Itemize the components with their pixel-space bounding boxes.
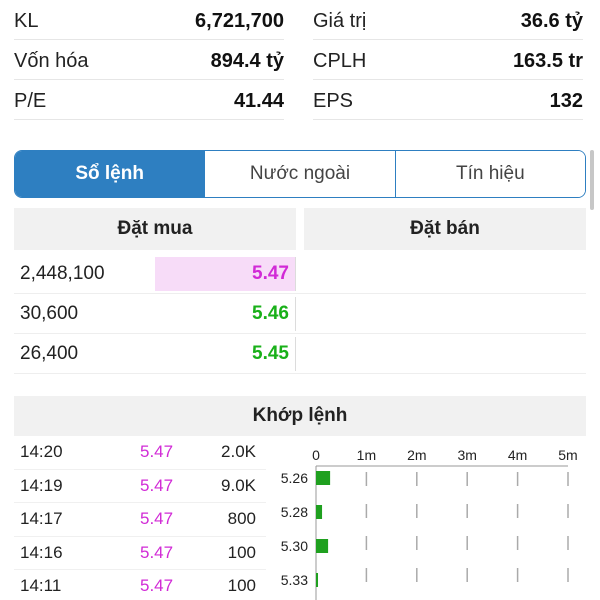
bid-price-cell: 5.45 [155,337,296,371]
x-tick-label: 5m [558,447,577,463]
stat-value: 41.44 [233,90,284,112]
matched-order-row[interactable]: 14:16 5.47 100 [14,537,266,570]
matched-orders-list: 14:20 5.47 2.0K 14:19 5.47 9.0K 14:17 5.… [14,436,266,600]
volume-bar [316,505,323,519]
volume-bar [316,471,331,485]
volume-by-price-chart: 0 1m 2m 3m 4m 5m 5.26 5.28 5.30 5.33 [268,440,588,600]
match-time: 14:11 [20,576,62,596]
matched-order-row[interactable]: 14:17 5.47 800 [14,503,266,537]
match-volume: 2.0K [221,442,256,462]
bid-price: 5.47 [252,263,289,284]
stat-row-kl: KL 6,721,700 [14,0,284,40]
tab-tin-hieu[interactable]: Tín hiệu [395,151,585,197]
segmented-tabs: Sổ lệnh Nước ngoài Tín hiệu [14,150,586,198]
match-volume: 100 [227,576,256,596]
bid-volume: 2,448,100 [20,262,105,284]
match-price: 5.47 [140,542,174,562]
stat-value: 163.5 tr [512,50,583,72]
x-tick-label: 4m [508,447,527,463]
stat-value: 36.6 tỷ [520,10,583,32]
order-book-rows: 2,448,100 5.47 30,600 5.46 26,400 5.45 [14,254,586,374]
bid-price: 5.45 [252,343,289,364]
bid-price: 5.46 [252,303,289,324]
sell-orders-header: Đặt bán [304,208,586,250]
x-tick-label: 3m [457,447,476,463]
stat-label: Giá trị [313,10,367,32]
stat-value: 132 [549,90,583,112]
stat-label: Vốn hóa [14,50,89,72]
matched-order-row[interactable]: 14:19 5.47 9.0K [14,470,266,503]
buy-orders-header: Đặt mua [14,208,296,250]
stat-label: P/E [14,90,47,112]
stat-label: EPS [313,90,354,112]
volume-by-price-svg: 0 1m 2m 3m 4m 5m 5.26 5.28 5.30 5.33 [281,447,578,600]
x-tick-label: 1m [357,447,376,463]
stats-right-column: Giá trị 36.6 tỷ CPLH 163.5 tr EPS 132 [313,0,583,120]
y-tick-label: 5.26 [281,470,308,486]
tab-so-lenh[interactable]: Sổ lệnh [15,151,206,197]
match-volume: 100 [227,542,256,562]
order-book-row[interactable]: 26,400 5.45 [14,334,586,374]
match-volume: 800 [227,509,256,529]
x-tick-label: 2m [407,447,426,463]
match-price: 5.47 [140,576,174,596]
bid-volume-bar [155,257,295,291]
match-price: 5.47 [140,442,174,462]
volume-bar [316,539,329,553]
bid-volume: 26,400 [20,342,79,364]
match-time: 14:20 [20,442,63,462]
y-tick-label: 5.28 [281,504,308,520]
match-time: 14:16 [20,542,63,562]
stat-label: KL [14,10,39,32]
stat-row-pe: P/E 41.44 [14,80,284,120]
tab-nuoc-ngoai[interactable]: Nước ngoài [205,151,396,197]
match-price: 5.47 [140,509,174,529]
bid-price-cell: 5.47 [155,257,296,291]
stat-row-gia-tri: Giá trị 36.6 tỷ [313,0,583,40]
matched-orders-header: Khớp lệnh [14,396,586,436]
bid-price-cell: 5.46 [155,297,296,331]
stat-row-cplh: CPLH 163.5 tr [313,40,583,80]
stat-row-eps: EPS 132 [313,80,583,120]
x-tick-label: 0 [312,447,320,463]
stock-stats: KL 6,721,700 Vốn hóa 894.4 tỷ P/E 41.44 … [0,0,600,128]
stat-row-von-hoa: Vốn hóa 894.4 tỷ [14,40,284,80]
matched-order-row[interactable]: 14:11 5.47 100 [14,570,266,600]
stat-value: 6,721,700 [195,10,284,32]
match-volume: 9.0K [221,475,256,495]
stat-value: 894.4 tỷ [210,50,284,72]
order-book-row[interactable]: 2,448,100 5.47 [14,254,586,294]
match-price: 5.47 [140,475,174,495]
y-tick-label: 5.33 [281,572,308,588]
stat-label: CPLH [313,50,367,72]
stats-left-column: KL 6,721,700 Vốn hóa 894.4 tỷ P/E 41.44 [14,0,284,120]
matched-order-row[interactable]: 14:20 5.47 2.0K [14,436,266,470]
match-time: 14:19 [20,475,63,495]
volume-bar [316,573,319,587]
y-tick-label: 5.30 [281,538,308,554]
match-time: 14:17 [20,509,63,529]
bid-volume: 30,600 [20,302,79,324]
scrollbar-thumb[interactable] [590,150,594,210]
order-book-row[interactable]: 30,600 5.46 [14,294,586,334]
